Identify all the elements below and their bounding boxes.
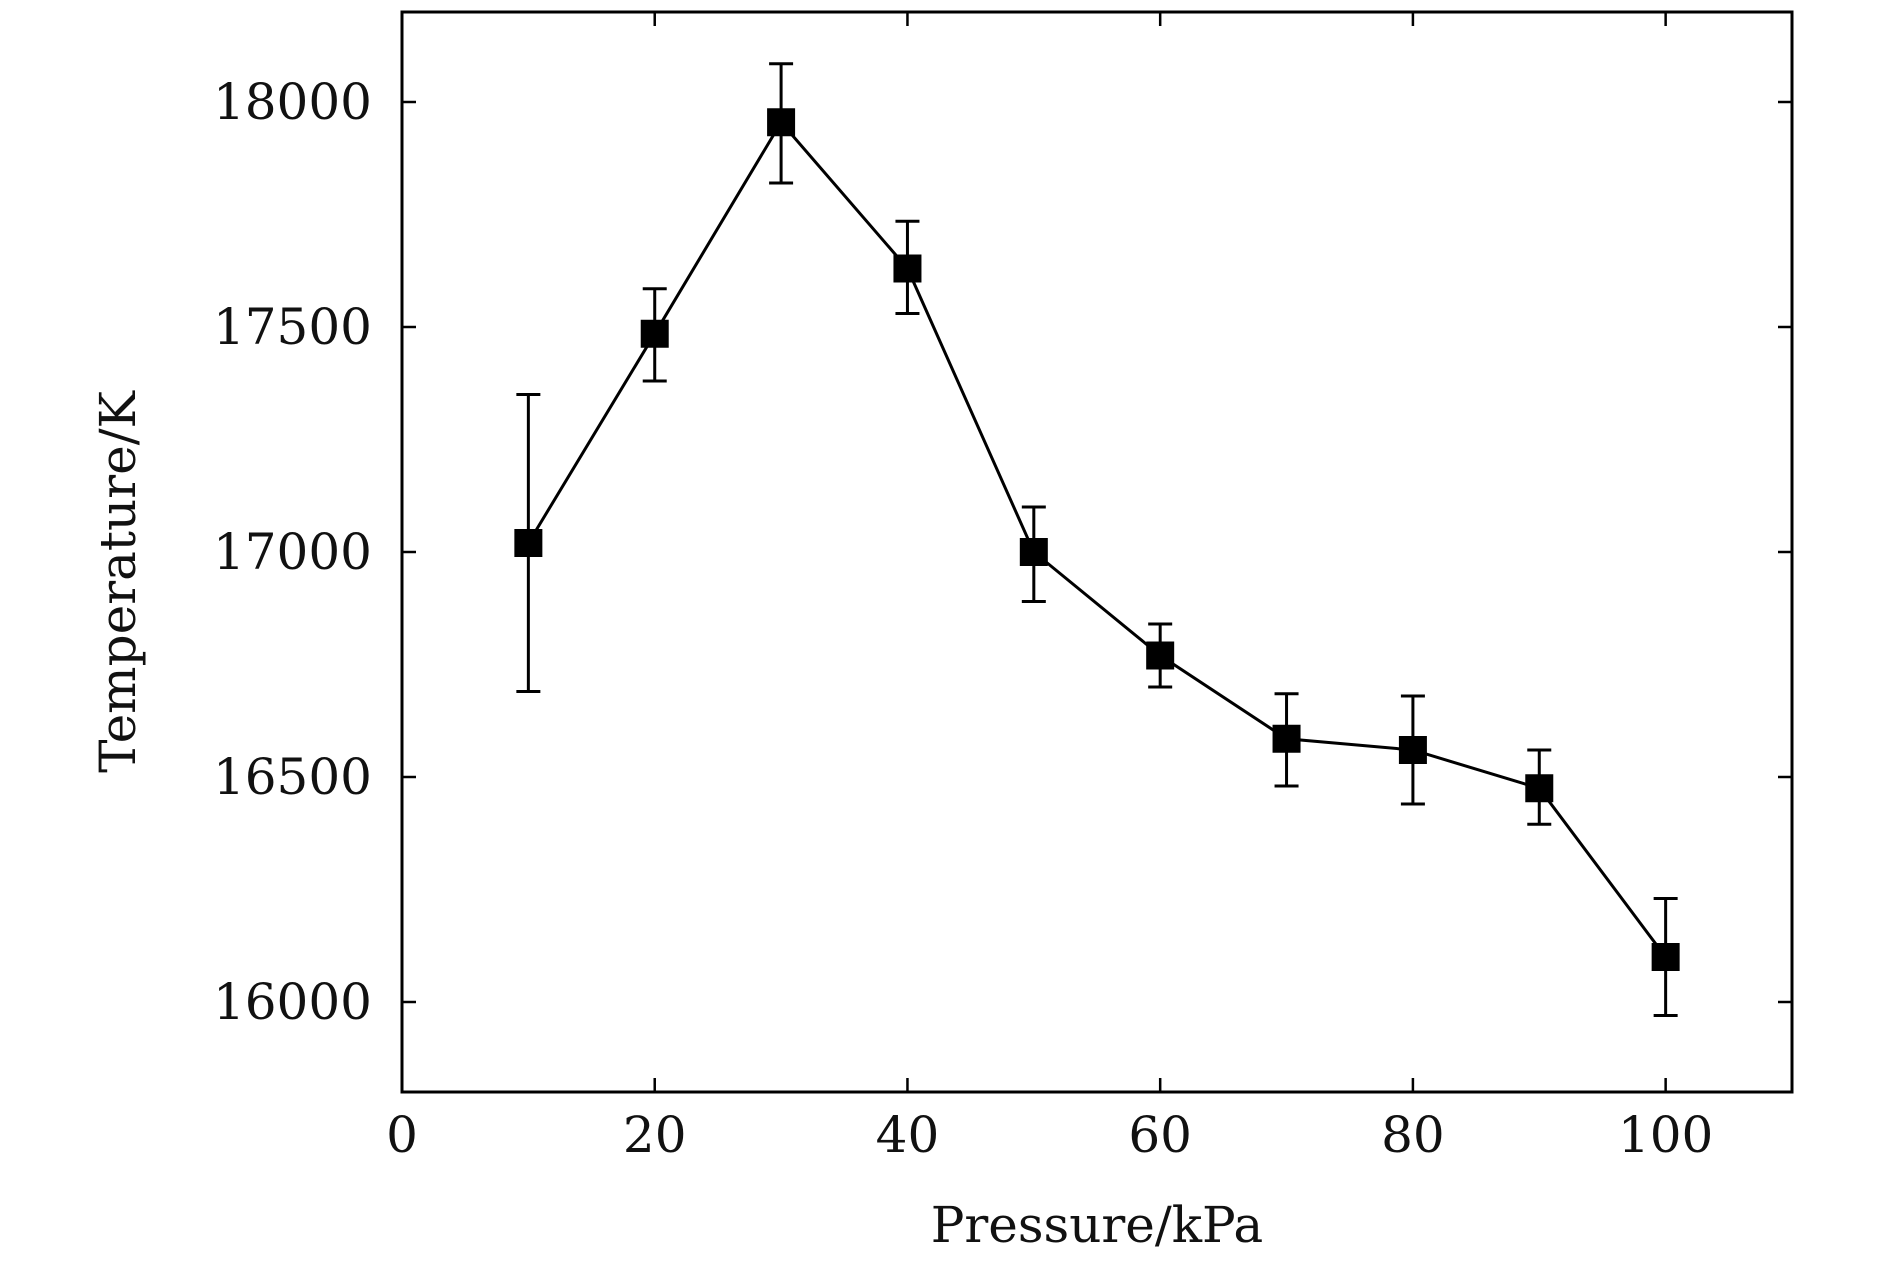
x-tick-label: 0: [386, 1106, 418, 1164]
data-point-marker: [893, 254, 922, 283]
data-point-marker: [1398, 736, 1427, 764]
data-point-marker: [640, 319, 669, 348]
plot-frame: [400, 10, 1794, 1094]
y-axis-title: Temperature/K: [89, 389, 147, 772]
data-point-marker: [1146, 641, 1175, 670]
x-tick-label: 40: [876, 1106, 940, 1164]
data-point-marker: [514, 529, 543, 557]
data-point-marker: [1272, 724, 1301, 753]
y-tick-label: 16000: [213, 973, 372, 1031]
x-tick-label: 80: [1381, 1106, 1445, 1164]
x-tick-label: 60: [1128, 1106, 1192, 1164]
data-point-marker: [767, 108, 796, 137]
data-point-marker: [1651, 943, 1680, 971]
y-tick-label: 16500: [213, 748, 372, 806]
data-point-marker: [1019, 538, 1048, 566]
plot-area: 0 20 40 60 80 100 16000 16500 17000 17500 18000: [213, 10, 1794, 1164]
y-tick-label: 18000: [213, 73, 372, 131]
data-point-marker: [1525, 774, 1554, 803]
x-axis-title: Pressure/kPa: [931, 1196, 1264, 1254]
x-tick-label: 100: [1618, 1106, 1713, 1164]
y-tick-label: 17500: [213, 298, 372, 356]
y-tick-label: 17000: [213, 523, 372, 581]
series-line: [527, 119, 1667, 958]
x-tick-label: 20: [623, 1106, 687, 1164]
